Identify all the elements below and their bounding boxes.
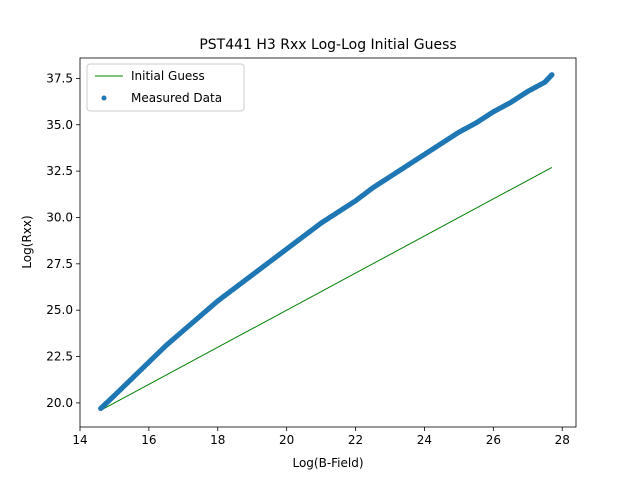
- x-tick-label: 18: [210, 433, 225, 447]
- legend-entry-measured-data: Measured Data: [131, 91, 222, 105]
- legend-entry-initial-guess: Initial Guess: [131, 69, 205, 83]
- y-axis-label: Log(Rxx): [20, 215, 34, 268]
- chart-title: PST441 H3 Rxx Log-Log Initial Guess: [199, 37, 456, 53]
- legend-box: [86, 63, 245, 112]
- x-tick-label: 22: [348, 433, 363, 447]
- legend-marker-swatch: [101, 95, 107, 101]
- y-tick-label: 32.5: [46, 164, 73, 178]
- x-tick-label: 28: [555, 433, 570, 447]
- y-tick-label: 22.5: [46, 350, 73, 364]
- series-layer: [98, 72, 555, 412]
- x-axis-label: Log(B-Field): [292, 456, 363, 470]
- x-tick-label: 26: [486, 433, 501, 447]
- plot-area: [80, 58, 576, 427]
- y-axis-ticks: 20.0 22.5 25.0 27.5 30.0 32.5 35.0 37.5: [46, 71, 80, 410]
- y-tick-label: 27.5: [46, 257, 73, 271]
- x-tick-label: 24: [417, 433, 432, 447]
- x-tick-label: 14: [72, 433, 87, 447]
- legend: Initial Guess Measured Data: [86, 63, 245, 112]
- y-tick-label: 35.0: [46, 118, 73, 132]
- y-tick-label: 37.5: [46, 71, 73, 85]
- plot-frame: [79, 57, 577, 428]
- series-line-initial-guess: [100, 166, 553, 411]
- x-tick-label: 16: [141, 433, 156, 447]
- x-tick-label: 20: [279, 433, 294, 447]
- y-tick-label: 20.0: [46, 396, 73, 410]
- x-axis-ticks: 14 16 18 20 22 24 26 28: [72, 427, 570, 447]
- y-tick-label: 25.0: [46, 303, 73, 317]
- y-tick-label: 30.0: [46, 210, 73, 224]
- measured-data-point: [549, 72, 555, 78]
- plot-background: [80, 58, 576, 427]
